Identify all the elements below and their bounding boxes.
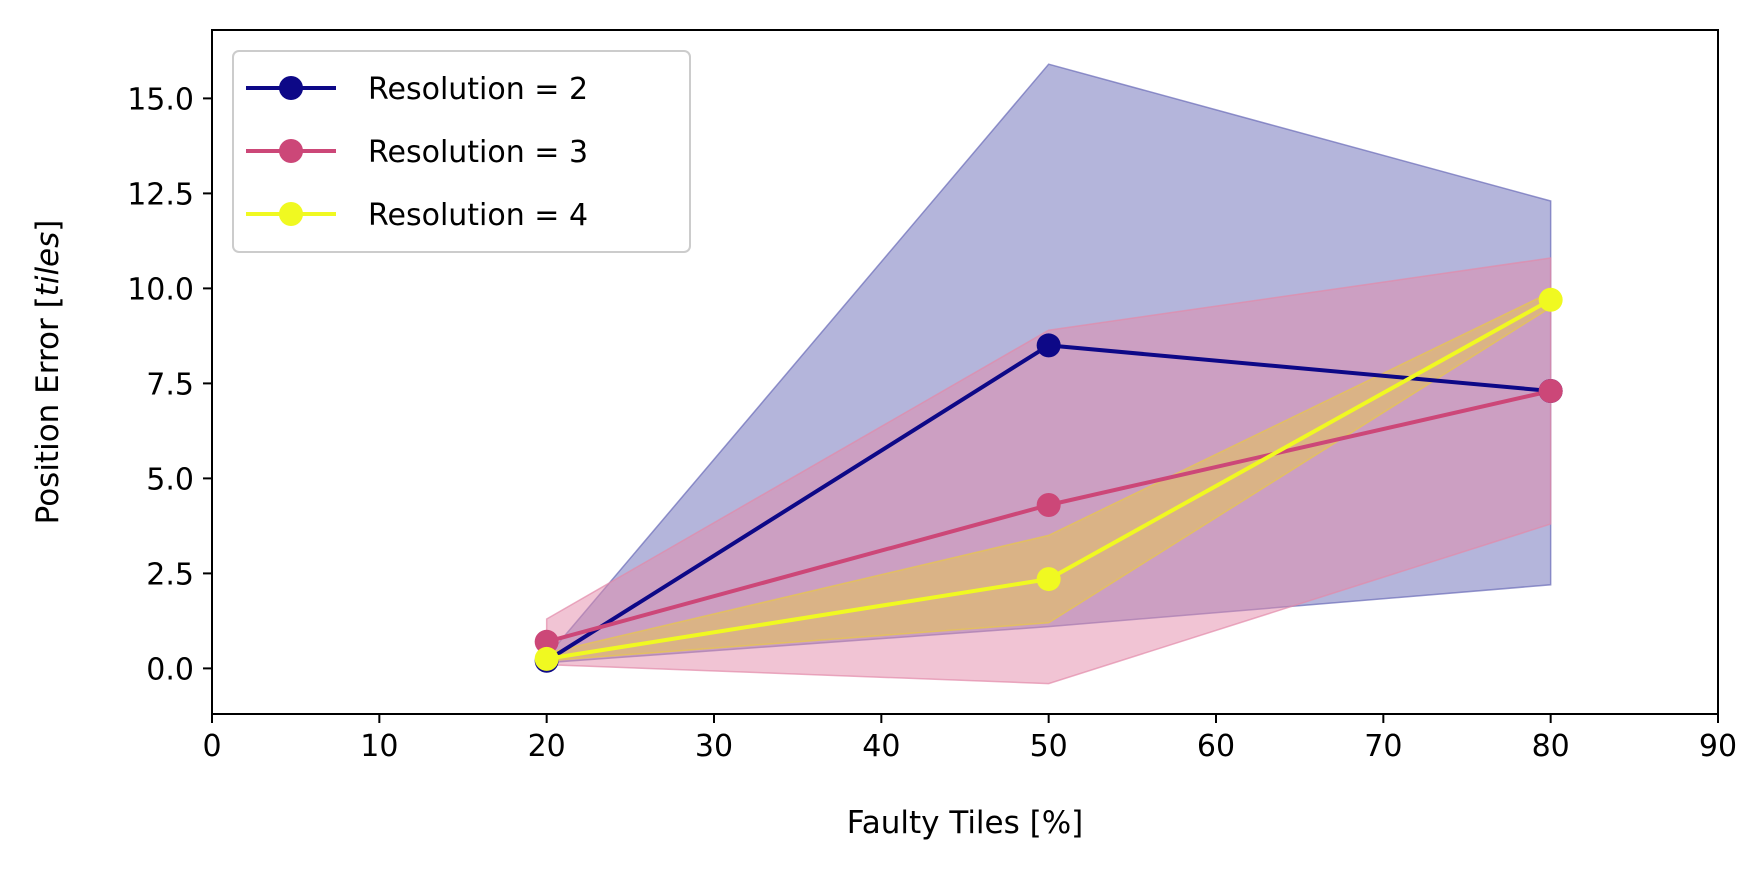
point-series-2	[1036, 493, 1061, 517]
point-series-3	[1538, 287, 1563, 312]
y-axis-label-prefix: Position Error [	[30, 296, 66, 524]
x-tick-label: 60	[1197, 729, 1235, 764]
x-tick-label: 40	[862, 729, 900, 764]
y-axis-ticks: 0.0 2.5 5.0 7.5 10.0 12.5 15.0	[127, 82, 212, 687]
x-tick-label: 50	[1030, 729, 1068, 764]
point-series-3	[1036, 567, 1061, 592]
y-axis-label-italic: tiles	[30, 232, 66, 297]
y-tick-label: 5.0	[146, 462, 194, 497]
point-series-1	[1036, 333, 1061, 358]
x-tick-label: 0	[202, 729, 221, 764]
x-tick-label: 90	[1699, 729, 1737, 764]
legend-label-series-1: Resolution = 2	[368, 72, 588, 107]
y-axis-label-suffix: ]	[30, 220, 66, 232]
y-tick-label: 7.5	[146, 367, 194, 402]
legend-marker-series-3	[279, 202, 303, 226]
x-axis-label: Faulty Tiles [%]	[847, 805, 1084, 841]
point-series-2	[1538, 379, 1563, 403]
x-axis-ticks: 0 10 20 30 40 50 60 70 80 90	[202, 714, 1737, 764]
legend-marker-series-1	[279, 76, 303, 100]
legend: Resolution = 2 Resolution = 3 Resolution =…	[232, 50, 691, 253]
series-markers	[534, 287, 1563, 673]
y-tick-label: 10.0	[127, 272, 194, 307]
point-series-3	[534, 646, 559, 671]
y-tick-label: 2.5	[146, 557, 194, 592]
y-tick-label: 15.0	[127, 82, 194, 117]
x-tick-label: 20	[528, 729, 566, 764]
x-tick-label: 30	[695, 729, 733, 764]
point-series-2	[534, 629, 559, 654]
y-tick-label: 0.0	[146, 652, 194, 687]
legend-label-series-2: Resolution = 3	[368, 135, 588, 170]
y-tick-label: 12.5	[127, 177, 194, 212]
plot-frame	[211, 29, 1719, 715]
legend-label-series-3: Resolution = 4	[368, 198, 588, 233]
x-tick-label: 10	[360, 729, 398, 764]
x-tick-label: 70	[1364, 729, 1402, 764]
y-axis-label: Position Error [tiles]	[30, 220, 66, 525]
confidence-bands	[545, 63, 1552, 685]
legend-marker-series-2	[279, 139, 303, 163]
legend-box	[232, 50, 691, 253]
x-tick-label: 80	[1532, 729, 1570, 764]
